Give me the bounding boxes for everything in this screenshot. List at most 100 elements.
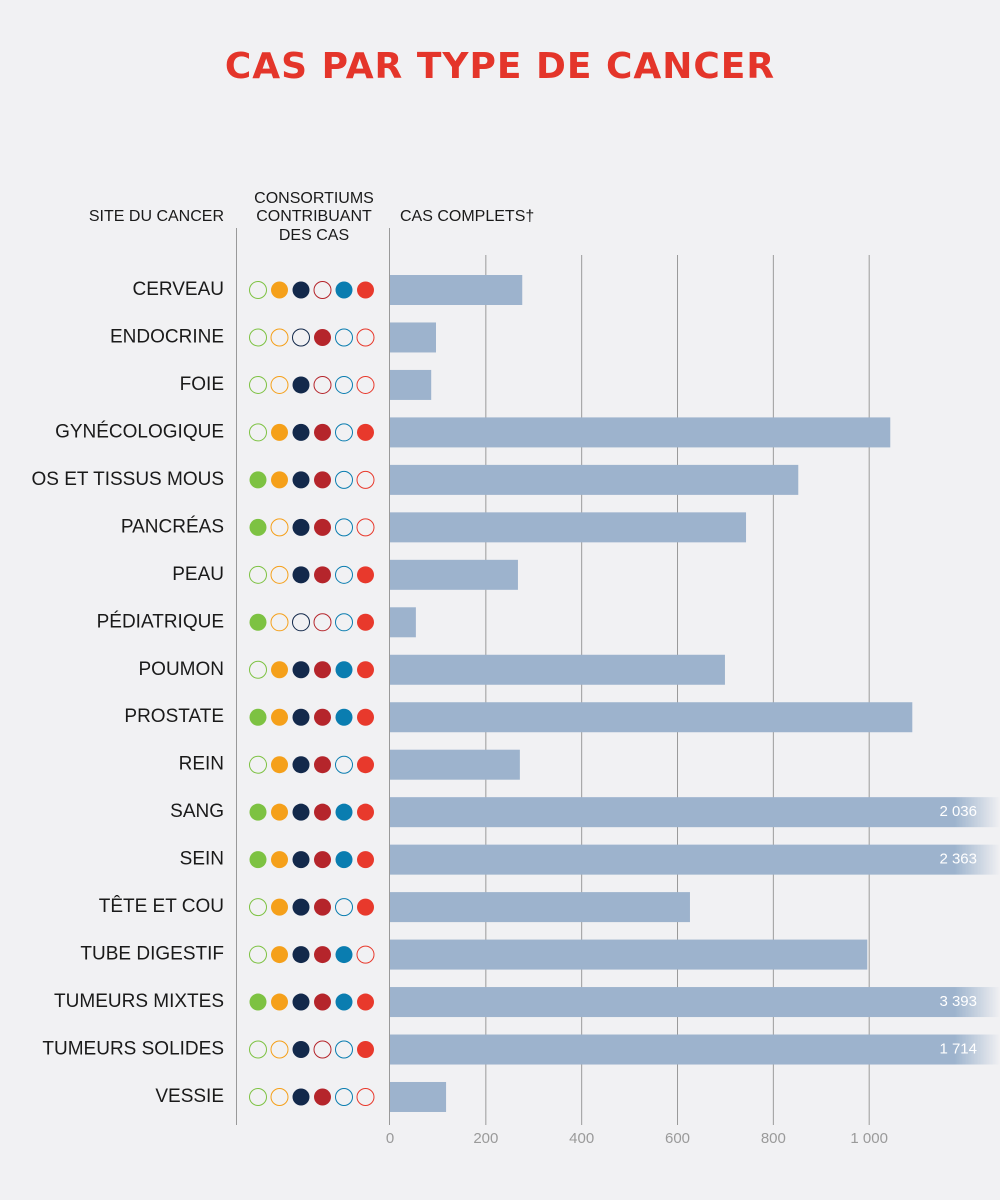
consortium-dot <box>249 613 267 631</box>
grid <box>485 255 870 1125</box>
consortia-header: DES CAS <box>279 227 349 244</box>
consortium-dot <box>249 471 267 489</box>
consortium-dot <box>249 518 267 536</box>
consortium-dot <box>314 518 331 536</box>
consortium-dot <box>314 898 331 916</box>
consortium-dot <box>314 993 331 1011</box>
category-label: OS ET TISSUS MOUS <box>31 469 224 490</box>
consortium-dot <box>356 328 375 347</box>
consortium-dot <box>335 898 353 917</box>
category-label: FOIE <box>180 374 224 395</box>
category-label: TÊTE ET COU <box>99 895 224 917</box>
consortium-dot <box>292 376 310 394</box>
consortium-dot <box>335 328 353 347</box>
consortium-dot <box>335 375 353 394</box>
category-label: REIN <box>179 754 224 775</box>
consortium-dot <box>292 756 310 774</box>
consortium-dot <box>249 565 267 584</box>
x-tick-label: 800 <box>761 1130 786 1147</box>
bar <box>390 1034 1000 1065</box>
consortium-dot <box>271 423 288 441</box>
consortium-dot <box>271 993 288 1011</box>
category-header: SITE DU CANCER <box>89 208 224 225</box>
consortium-dot <box>249 281 267 299</box>
consortium-dot <box>271 661 288 679</box>
consortium-dot <box>249 1040 267 1059</box>
consortium-dot <box>292 993 310 1011</box>
consortium-dot <box>356 945 375 964</box>
consortium-dot <box>292 1088 310 1106</box>
category-label: ENDOCRINE <box>110 326 224 347</box>
consortium-dot <box>249 851 267 869</box>
consortium-dot <box>314 471 331 489</box>
consortia-header: CONTRIBUANT <box>256 208 372 225</box>
consortium-dot <box>292 613 310 632</box>
value-label: 2 036 <box>939 803 977 820</box>
consortium-dot <box>356 375 375 394</box>
consortium-dot <box>314 566 331 584</box>
value-label: 3 393 <box>939 993 977 1010</box>
bar <box>390 1081 447 1112</box>
consortium-dot <box>292 803 310 821</box>
category-label: POUMON <box>139 659 225 680</box>
category-label: PEAU <box>172 564 224 585</box>
category-label: CERVEAU <box>132 279 224 300</box>
consortium-dot <box>249 375 267 394</box>
consortium-dot <box>249 898 267 917</box>
category-label: VESSIE <box>155 1086 224 1107</box>
consortium-dot <box>270 375 289 394</box>
category-label: TUMEURS MIXTES <box>54 991 224 1012</box>
consortium-dot <box>249 423 267 442</box>
consortium-dot <box>292 328 310 347</box>
labels: 0 200 400 600 800 1 000 CERVEAU ENDOCRINE FOIE GY… <box>31 279 977 1147</box>
x-tick-label: 1 000 <box>850 1130 888 1147</box>
consortium-dot <box>292 661 310 679</box>
consortium-dot <box>249 803 267 821</box>
consortium-dot <box>270 613 289 632</box>
consortium-dot <box>357 708 374 726</box>
consortium-dot <box>335 946 353 964</box>
consortium-dot <box>357 851 374 869</box>
x-tick-label: 0 <box>386 1130 394 1147</box>
consortium-dot <box>249 993 267 1011</box>
consortium-dot <box>292 518 310 536</box>
consortium-dot <box>271 281 288 299</box>
consortium-dot <box>314 1088 331 1106</box>
consortium-dot <box>357 566 374 584</box>
consortium-dot <box>292 1041 310 1059</box>
category-label: PÉDIATRIQUE <box>97 611 224 632</box>
consortium-dot <box>314 946 331 964</box>
consortium-dot <box>313 375 332 394</box>
bar <box>390 464 799 495</box>
consortium-dot <box>335 661 353 679</box>
consortium-dot <box>335 470 353 489</box>
bar <box>390 417 891 448</box>
consortium-dot <box>335 993 353 1011</box>
consortium-dot <box>335 613 353 632</box>
consortium-dot <box>357 803 374 821</box>
bar <box>390 512 747 543</box>
bar <box>390 892 690 923</box>
bar <box>390 607 416 638</box>
consortium-dot <box>314 661 331 679</box>
consortium-dot <box>249 1087 267 1106</box>
category-label: TUMEURS SOLIDES <box>42 1039 224 1060</box>
consortium-dot <box>249 708 267 726</box>
consortium-dot <box>314 803 331 821</box>
consortium-dot <box>292 281 310 299</box>
consortium-dot <box>335 803 353 821</box>
bar <box>390 559 518 590</box>
consortium-dot <box>356 470 375 489</box>
consortium-dot <box>292 946 310 964</box>
consortium-dot <box>270 328 289 347</box>
bar <box>390 654 725 685</box>
value-label: 1 714 <box>939 1040 977 1057</box>
consortium-dot <box>335 1040 353 1059</box>
bar <box>390 987 1000 1018</box>
bar <box>390 749 520 780</box>
consortium-dot <box>271 851 288 869</box>
consortium-dot <box>271 898 288 916</box>
bar <box>390 702 913 733</box>
consortium-dot <box>292 471 310 489</box>
